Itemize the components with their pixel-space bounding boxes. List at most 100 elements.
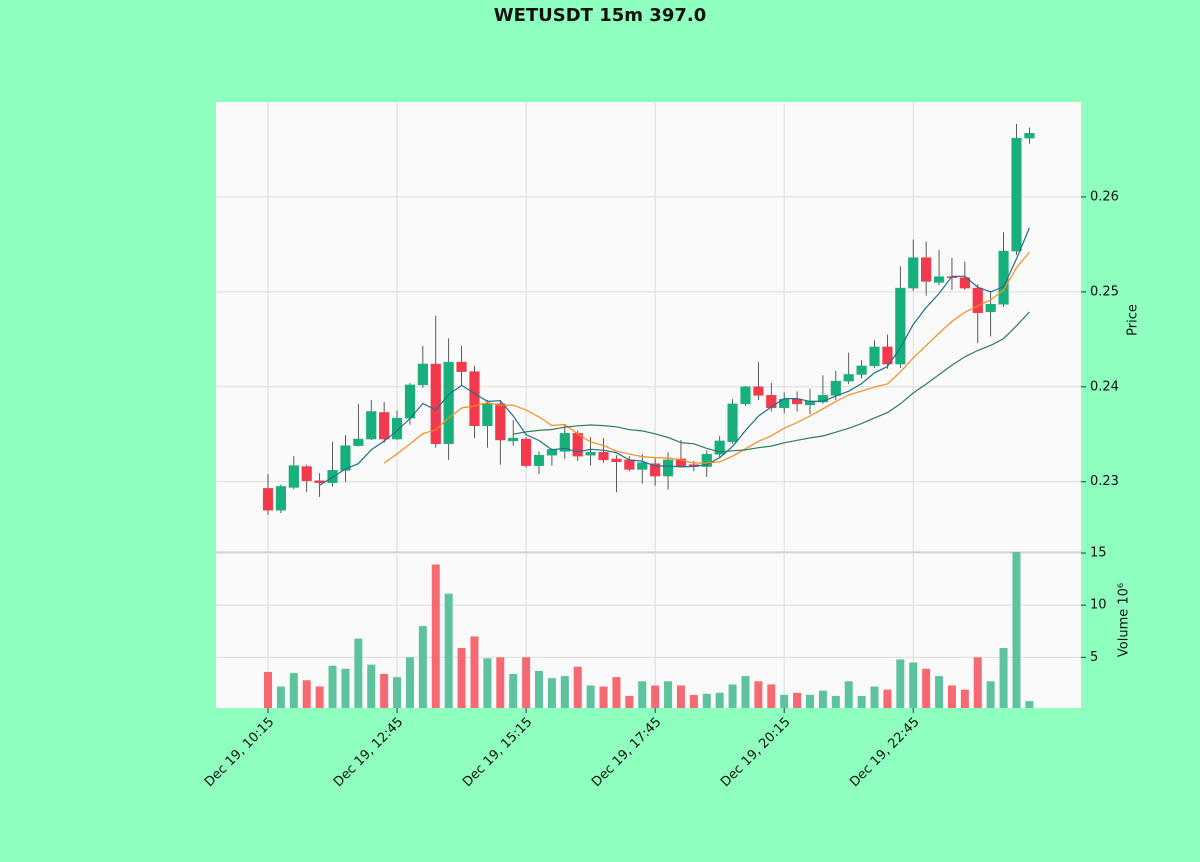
- volume-bar: [315, 686, 324, 708]
- volume-tick-label: 15: [1090, 546, 1107, 561]
- volume-bar: [418, 626, 427, 708]
- x-tick-label: Dec 19, 10:15: [202, 715, 277, 790]
- volume-bar: [741, 676, 750, 708]
- candle-body: [301, 466, 312, 482]
- candle-body: [379, 412, 390, 440]
- volume-bar: [405, 657, 414, 708]
- x-tick-label: Dec 19, 20:15: [718, 715, 793, 790]
- volume-bar: [599, 686, 608, 708]
- moving-average: [319, 227, 1030, 486]
- volume-bar: [302, 680, 311, 708]
- volume-bar: [831, 695, 840, 708]
- volume-bar: [857, 695, 866, 708]
- volume-bar: [664, 681, 673, 708]
- candle-body: [740, 386, 751, 405]
- candle-body: [753, 386, 764, 396]
- volume-bar: [793, 692, 802, 708]
- volume-bar: [393, 677, 402, 708]
- volume-bar: [896, 659, 905, 708]
- y-axis-label: Price: [1126, 304, 1141, 336]
- candle-body: [353, 438, 364, 446]
- candle-body: [869, 346, 880, 367]
- volume-axis-label: Volume 10⁶: [1117, 583, 1132, 657]
- moving-average: [383, 251, 1030, 464]
- candle-body: [959, 277, 970, 289]
- volume-bar: [625, 695, 634, 708]
- volume-bar: [844, 681, 853, 708]
- candle-body: [546, 449, 557, 456]
- volume-bar: [547, 678, 556, 708]
- candle-body: [895, 287, 906, 365]
- volume-bar: [922, 668, 931, 708]
- candle-body: [456, 361, 467, 372]
- candle-body: [882, 346, 893, 365]
- candle-body: [495, 403, 506, 441]
- candle-body: [417, 363, 428, 386]
- volume-bar: [470, 636, 479, 708]
- candle-body: [288, 465, 299, 488]
- volume-bar: [1025, 701, 1034, 708]
- volume-bar: [715, 692, 724, 708]
- candle-body: [391, 417, 403, 440]
- candle-body: [430, 363, 441, 445]
- candle-body: [766, 395, 777, 408]
- candle-body: [985, 303, 996, 313]
- volume-bar: [767, 684, 776, 708]
- volume-bar: [909, 662, 918, 708]
- x-tick-label: Dec 19, 12:45: [331, 715, 406, 790]
- candle-body: [443, 361, 454, 445]
- volume-bar: [676, 685, 685, 708]
- volume-bar: [354, 638, 363, 708]
- volume-bar: [341, 668, 350, 708]
- candle-body: [340, 445, 351, 471]
- candle-body: [650, 463, 661, 477]
- volume-bar: [483, 658, 492, 708]
- candle-body: [856, 365, 867, 375]
- candle-body: [843, 374, 854, 382]
- volume-bar: [780, 694, 789, 708]
- candle-body: [662, 459, 674, 477]
- candle-body: [404, 384, 416, 419]
- candle-body: [727, 403, 738, 443]
- candle-body: [366, 411, 377, 440]
- candle-body: [830, 380, 841, 396]
- volume-bar: [754, 681, 763, 708]
- x-tick-label: Dec 19, 22:45: [847, 715, 922, 790]
- volume-bar: [431, 564, 440, 708]
- volume-bar: [960, 689, 969, 708]
- candle-body: [714, 440, 725, 455]
- candle-body: [1024, 133, 1035, 139]
- volume-bar: [509, 674, 518, 708]
- candle-body: [637, 462, 648, 470]
- volume-bar: [1012, 552, 1021, 708]
- volume-bar: [883, 689, 892, 708]
- volume-bar: [728, 684, 737, 708]
- candle-body: [275, 486, 286, 511]
- candle-body: [521, 438, 532, 466]
- candle-body: [508, 437, 519, 442]
- volume-bar: [457, 647, 466, 708]
- volume-bar: [328, 665, 337, 708]
- volume-tick-label: 10: [1090, 598, 1107, 613]
- volume-bar: [986, 681, 995, 708]
- volume-bar: [444, 593, 453, 708]
- grid: [216, 102, 1081, 708]
- candle-body: [624, 459, 635, 470]
- volume-bar: [612, 677, 621, 708]
- volume-bar: [818, 690, 827, 708]
- volume-bar: [806, 694, 815, 708]
- x-tick-label: Dec 19, 15:15: [460, 715, 535, 790]
- candle-body: [1011, 137, 1022, 252]
- volume-tick-label: 5: [1090, 650, 1098, 665]
- volume-bar: [702, 693, 711, 708]
- price-panel: [216, 102, 1081, 552]
- volume-bar: [638, 681, 647, 708]
- candle-body: [921, 257, 932, 282]
- volume-bar: [380, 674, 389, 708]
- volume-bar: [560, 676, 569, 708]
- candle-body: [701, 453, 712, 467]
- volume-bar: [689, 694, 698, 708]
- candle-body: [469, 371, 480, 426]
- y-tick-label: 0.23: [1090, 474, 1119, 489]
